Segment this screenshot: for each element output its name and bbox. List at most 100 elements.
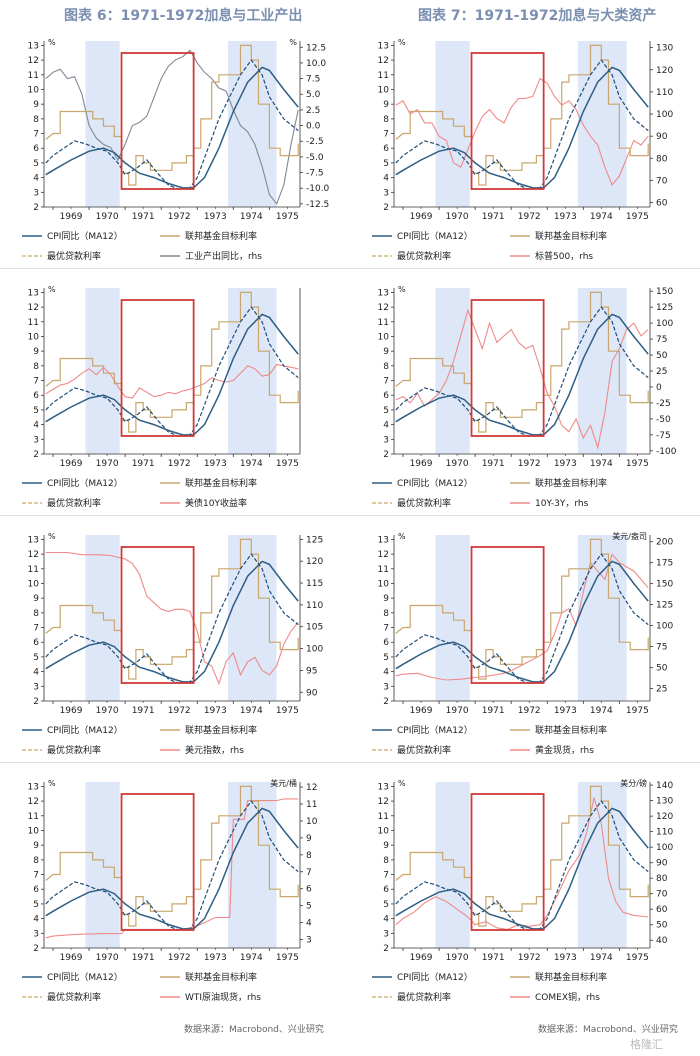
- lhs-tick-label: 10: [378, 579, 390, 589]
- x-tick-label: 1971: [132, 459, 155, 469]
- x-tick-label: 1973: [204, 212, 227, 222]
- lhs-tick-label: 13: [28, 41, 39, 51]
- rhs-tick-label: 120: [306, 557, 323, 567]
- rhs-tick-label: 100: [656, 110, 673, 120]
- lhs-tick-label: 13: [378, 535, 389, 545]
- series-fed-funds-line: [395, 538, 649, 680]
- rhs-tick-label: 50: [656, 663, 668, 673]
- legend-label-cpi: CPI同比（MA12）: [397, 971, 473, 983]
- lhs-tick-label: 10: [28, 826, 40, 836]
- x-tick-label: 1974: [590, 212, 613, 222]
- legend-label-prime: 最优贷款利率: [397, 991, 451, 1003]
- x-tick-label: 1974: [240, 706, 263, 716]
- series-fed-funds-line: [45, 538, 299, 680]
- rhs-tick-label: 80: [656, 874, 668, 884]
- lhs-tick-label: 4: [33, 421, 39, 431]
- lhs-tick-label: 4: [33, 668, 39, 678]
- lhs-tick-label: 9: [383, 347, 389, 357]
- lhs-tick-label: 9: [33, 841, 39, 851]
- recession-band: [227, 782, 277, 948]
- lhs-tick-label: 2: [383, 450, 389, 460]
- x-tick-label: 1969: [410, 212, 433, 222]
- rhs-tick-label: 130: [656, 797, 673, 807]
- series-cpi-line: [395, 807, 649, 930]
- legend-label-fed: 联邦基金目标利率: [535, 477, 607, 489]
- legend-label-prime: 最优贷款利率: [397, 744, 451, 756]
- recession-band: [227, 535, 277, 701]
- legend-label-rhs: 黄金现货，rhs: [535, 744, 594, 756]
- rhs-tick-label: 25: [656, 367, 667, 377]
- legend-label-cpi: CPI同比（MA12）: [47, 477, 123, 489]
- series-rhs-line: [395, 553, 649, 681]
- lhs-tick-label: 4: [383, 915, 389, 925]
- rhs-tick-label: 120: [656, 812, 673, 822]
- x-tick-label: 1973: [554, 212, 577, 222]
- x-tick-label: 1973: [554, 953, 577, 963]
- x-tick-label: 1970: [446, 953, 469, 963]
- legend-label-fed: 联邦基金目标利率: [185, 477, 257, 489]
- lhs-tick-label: 12: [28, 303, 39, 313]
- lhs-tick-label: 3: [383, 929, 389, 939]
- lhs-tick-label: 11: [378, 812, 389, 822]
- lhs-tick-label: 6: [33, 144, 39, 154]
- highlight-box-1971-1972: [470, 52, 545, 190]
- lhs-tick-label: 6: [33, 391, 39, 401]
- x-tick-label: 1972: [168, 212, 191, 222]
- x-tick-label: 1971: [482, 953, 505, 963]
- lhs-tick-label: 6: [383, 638, 389, 648]
- series-rhs-line: [45, 363, 299, 399]
- left-column-title: 图表 6：1971-1972加息与工业产出: [64, 8, 303, 24]
- legend-label-prime: 最优贷款利率: [47, 991, 101, 1003]
- lhs-tick-label: 4: [383, 668, 389, 678]
- source-left: 数据来源：Macrobond、兴业研究: [184, 1025, 324, 1035]
- highlight-box-1971-1972: [120, 546, 195, 684]
- rhs-unit-label: 美元/桶: [270, 778, 297, 788]
- lhs-tick-label: 10: [28, 85, 40, 95]
- rhs-tick-label: 125: [656, 601, 673, 611]
- lhs-tick-label: 8: [33, 856, 39, 866]
- rhs-tick-label: 200: [656, 538, 673, 548]
- rhs-tick-label: 12.5: [306, 43, 326, 53]
- legend-label-cpi: CPI同比（MA12）: [47, 230, 123, 242]
- series-cpi-line: [395, 560, 649, 683]
- lhs-tick-label: 2: [383, 697, 389, 707]
- x-tick-label: 1974: [240, 459, 263, 469]
- lhs-tick-label: 13: [378, 288, 389, 298]
- lhs-tick-label: 13: [28, 782, 39, 792]
- lhs-tick-label: 9: [383, 594, 389, 604]
- rhs-tick-label: 100: [306, 645, 323, 655]
- lhs-tick-label: 3: [383, 435, 389, 445]
- lhs-tick-label: 4: [33, 174, 39, 184]
- series-cpi-line: [395, 313, 649, 436]
- rhs-tick-label: 0: [656, 383, 662, 393]
- legend-label-prime: 最优贷款利率: [397, 250, 451, 262]
- lhs-tick-label: 7: [383, 130, 389, 140]
- legend-label-cpi: CPI同比（MA12）: [47, 971, 123, 983]
- series-fed-funds-line: [45, 785, 299, 927]
- recession-band: [85, 782, 120, 948]
- lhs-tick-label: 9: [33, 594, 39, 604]
- lhs-tick-label: 8: [383, 856, 389, 866]
- lhs-tick-label: 7: [33, 871, 39, 881]
- lhs-tick-label: 11: [378, 318, 389, 328]
- rhs-tick-label: -2.5: [306, 137, 324, 147]
- rhs-tick-label: 7.5: [306, 75, 320, 85]
- rhs-tick-label: -10.0: [306, 184, 330, 194]
- rhs-tick-label: 9: [306, 834, 312, 844]
- series-rhs-line: [395, 308, 649, 450]
- rhs-tick-label: 8: [306, 851, 312, 861]
- x-tick-label: 1974: [240, 212, 263, 222]
- series-rhs-line: [45, 798, 299, 939]
- rhs-unit-label: %: [289, 38, 297, 47]
- legend-label-prime: 最优贷款利率: [47, 497, 101, 509]
- lhs-tick-label: 12: [378, 56, 389, 66]
- x-tick-label: 1973: [204, 459, 227, 469]
- lhs-unit-label: %: [398, 779, 406, 788]
- lhs-tick-label: 13: [28, 288, 39, 298]
- legend-label-rhs: 10Y-3Y，rhs: [535, 499, 589, 509]
- legend-label-fed: 联邦基金目标利率: [535, 971, 607, 983]
- rhs-tick-label: 110: [656, 828, 673, 838]
- legend-label-rhs: 美债10Y收益率: [185, 497, 247, 509]
- rhs-tick-label: 125: [656, 303, 673, 313]
- series-cpi-line: [45, 807, 299, 930]
